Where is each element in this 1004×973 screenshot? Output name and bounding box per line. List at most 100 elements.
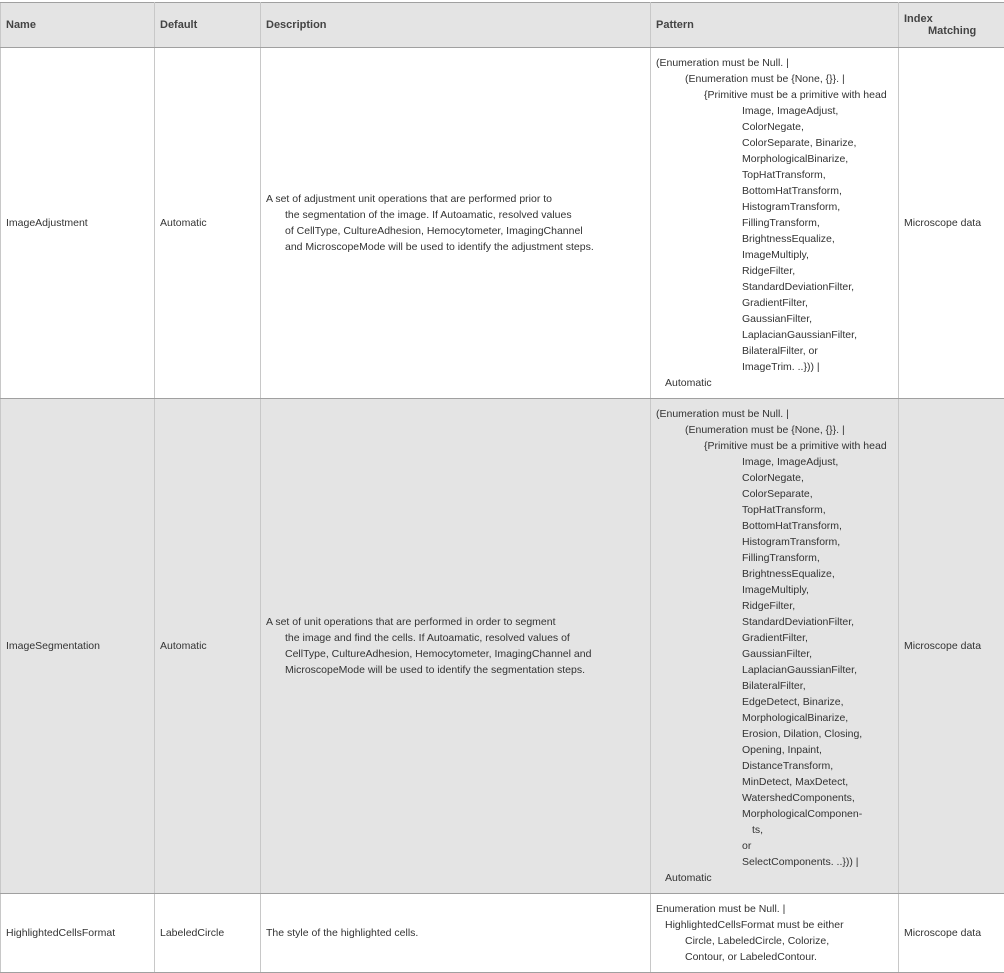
option-name: HighlightedCellsFormat <box>6 927 115 939</box>
pattern-line: FillingTransform, <box>656 550 893 566</box>
cell-default: Automatic <box>155 399 261 894</box>
cell-pattern: Enumeration must be Null. |HighlightedCe… <box>651 894 899 973</box>
pattern-line: BilateralFilter, <box>656 678 893 694</box>
pattern-line: DistanceTransform, <box>656 758 893 774</box>
pattern-line: HistogramTransform, <box>656 199 893 215</box>
description-line: of CellType, CultureAdhesion, Hemocytome… <box>266 223 645 239</box>
description-line: the image and find the cells. If Autoama… <box>266 630 645 646</box>
cell-name: ImageAdjustment <box>1 48 155 399</box>
pattern-line: ts, <box>656 822 893 838</box>
cell-description: The style of the highlighted cells. <box>261 894 651 973</box>
pattern-line: TopHatTransform, <box>656 502 893 518</box>
pattern-line: ImageMultiply, <box>656 247 893 263</box>
description-line: the segmentation of the image. If Autoam… <box>266 207 645 223</box>
pattern-line: Image, ImageAdjust, <box>656 103 893 119</box>
pattern-line: ImageMultiply, <box>656 582 893 598</box>
index-matching: Microscope data <box>904 640 981 652</box>
pattern-line: BilateralFilter, or <box>656 343 893 359</box>
pattern-line: HistogramTransform, <box>656 534 893 550</box>
pattern-line: BottomHatTransform, <box>656 183 893 199</box>
description-line: A set of adjustment unit operations that… <box>266 191 645 207</box>
cell-index-matching: Microscope data <box>899 894 1004 973</box>
pattern-line: ColorSeparate, Binarize, <box>656 135 893 151</box>
header-name: Name <box>1 3 155 48</box>
pattern-line: ColorNegate, <box>656 119 893 135</box>
cell-pattern: (Enumeration must be Null. |(Enumeration… <box>651 48 899 399</box>
pattern-line: MinDetect, MaxDetect, <box>656 774 893 790</box>
pattern-line: Enumeration must be Null. | <box>656 901 893 917</box>
pattern-line: BrightnessEqualize, <box>656 231 893 247</box>
index-matching: Microscope data <box>904 927 981 939</box>
pattern-line: Opening, Inpaint, <box>656 742 893 758</box>
pattern-line: (Enumeration must be {None, {}}. | <box>656 422 893 438</box>
pattern-line: RidgeFilter, <box>656 263 893 279</box>
pattern-line: (Enumeration must be Null. | <box>656 55 893 71</box>
pattern-line: GaussianFilter, <box>656 311 893 327</box>
cell-description: A set of unit operations that are perfor… <box>261 399 651 894</box>
pattern-line: BrightnessEqualize, <box>656 566 893 582</box>
pattern-line: ColorSeparate, <box>656 486 893 502</box>
option-default: Automatic <box>160 640 207 652</box>
description-line: A set of unit operations that are perfor… <box>266 614 645 630</box>
pattern-line: EdgeDetect, Binarize, <box>656 694 893 710</box>
pattern-line: StandardDeviationFilter, <box>656 614 893 630</box>
cell-default: LabeledCircle <box>155 894 261 973</box>
description-line: CellType, CultureAdhesion, Hemocytometer… <box>266 646 645 662</box>
header-default: Default <box>155 3 261 48</box>
pattern-line: GradientFilter, <box>656 630 893 646</box>
cell-index-matching: Microscope data <box>899 399 1004 894</box>
option-default: Automatic <box>160 217 207 229</box>
option-name: ImageSegmentation <box>6 640 100 652</box>
pattern-line: MorphologicalComponen- <box>656 806 893 822</box>
cell-description: A set of adjustment unit operations that… <box>261 48 651 399</box>
pattern-line: HighlightedCellsFormat must be either <box>656 917 893 933</box>
cell-name: HighlightedCellsFormat <box>1 894 155 973</box>
pattern-line: ColorNegate, <box>656 470 893 486</box>
pattern-line: {Primitive must be a primitive with head <box>656 438 893 454</box>
cell-pattern: (Enumeration must be Null. |(Enumeration… <box>651 399 899 894</box>
pattern-line: SelectComponents. ..})) | <box>656 854 893 870</box>
pattern-line: MorphologicalBinarize, <box>656 151 893 167</box>
pattern-line: Image, ImageAdjust, <box>656 454 893 470</box>
header-index-matching-line2: Matching <box>904 25 999 37</box>
description-line: and MicroscopeMode will be used to ident… <box>266 239 645 255</box>
pattern-line: RidgeFilter, <box>656 598 893 614</box>
table-row: HighlightedCellsFormat LabeledCircle The s… <box>1 894 1004 973</box>
pattern-line: FillingTransform, <box>656 215 893 231</box>
pattern-line: LaplacianGaussianFilter, <box>656 327 893 343</box>
pattern-line: Circle, LabeledCircle, Colorize, <box>656 933 893 949</box>
cell-default: Automatic <box>155 48 261 399</box>
pattern-line: Contour, or LabeledContour. <box>656 949 893 965</box>
cell-name: ImageSegmentation <box>1 399 155 894</box>
pattern-line: Erosion, Dilation, Closing, <box>656 726 893 742</box>
pattern-line: GradientFilter, <box>656 295 893 311</box>
header-index-matching-line1: Index <box>904 13 999 25</box>
pattern-line: WatershedComponents, <box>656 790 893 806</box>
pattern-line: GaussianFilter, <box>656 646 893 662</box>
pattern-line: BottomHatTransform, <box>656 518 893 534</box>
pattern-line: (Enumeration must be Null. | <box>656 406 893 422</box>
pattern-line: ImageTrim. ..})) | <box>656 359 893 375</box>
description-line: MicroscopeMode will be used to identify … <box>266 662 645 678</box>
description-line: The style of the highlighted cells. <box>266 925 645 941</box>
pattern-line: or <box>656 838 893 854</box>
pattern-line: TopHatTransform, <box>656 167 893 183</box>
pattern-line: StandardDeviationFilter, <box>656 279 893 295</box>
pattern-line: LaplacianGaussianFilter, <box>656 662 893 678</box>
option-name: ImageAdjustment <box>6 217 88 229</box>
pattern-line: (Enumeration must be {None, {}}. | <box>656 71 893 87</box>
header-description: Description <box>261 3 651 48</box>
cell-index-matching: Microscope data <box>899 48 1004 399</box>
index-matching: Microscope data <box>904 217 981 229</box>
header-pattern: Pattern <box>651 3 899 48</box>
option-default: LabeledCircle <box>160 927 224 939</box>
table-row: ImageSegmentation Automatic A set of unit … <box>1 399 1004 894</box>
pattern-line: MorphologicalBinarize, <box>656 710 893 726</box>
pattern-line: Automatic <box>656 375 893 391</box>
pattern-line: {Primitive must be a primitive with head <box>656 87 893 103</box>
table-row: ImageAdjustment Automatic A set of adjustm… <box>1 48 1004 399</box>
pattern-line: Automatic <box>656 870 893 886</box>
